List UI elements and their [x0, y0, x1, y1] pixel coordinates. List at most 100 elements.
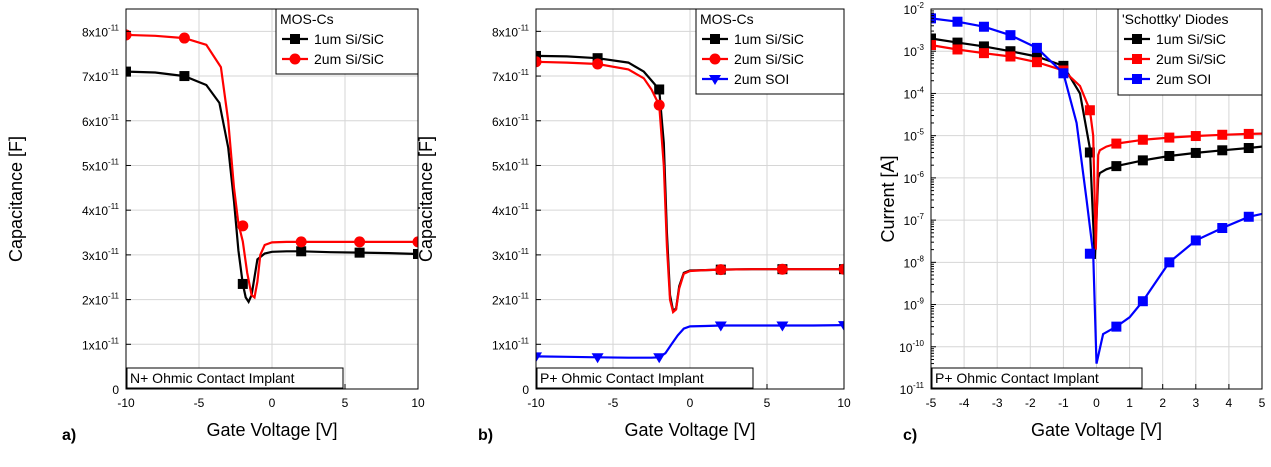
annotation-box: [536, 367, 754, 389]
data-point-marker: [1137, 296, 1148, 307]
plot-area: [536, 50, 844, 364]
data-point-marker: [838, 321, 844, 332]
x-tick-label: -10: [117, 396, 135, 410]
data-point-marker: [1243, 211, 1254, 222]
x-tick-label: 0: [1093, 396, 1100, 410]
data-point-marker: [1084, 105, 1095, 116]
legend-title: MOS-Cs: [280, 11, 334, 27]
data-point-marker: [412, 236, 418, 248]
y-tick-label: 8x10-11: [82, 23, 120, 39]
legend-label: 2um Si/SiC: [1156, 51, 1226, 67]
y-tick-label: 1x10-11: [492, 336, 530, 352]
series-line-2: [536, 60, 844, 315]
x-tick-label: 10: [411, 396, 425, 410]
data-point-marker: [592, 53, 603, 64]
y-tick-label: 10-11: [900, 381, 925, 397]
y-tick-label: 10-4: [904, 85, 925, 101]
annotation-box: [931, 367, 1143, 389]
legend-label: 2um Si/SiC: [734, 51, 804, 67]
data-point-marker: [536, 352, 542, 363]
data-point-marker: [1137, 155, 1148, 166]
data-point-marker: [1031, 51, 1042, 62]
y-tick-label: 5x10-11: [82, 157, 120, 173]
legend-label: 1um Si/SiC: [314, 31, 384, 47]
series-line-1: [126, 70, 418, 305]
legend-marker: [290, 34, 300, 44]
data-point-marker: [1005, 30, 1016, 41]
x-tick-label: 5: [1259, 396, 1266, 410]
x-tick-label: -2: [1025, 396, 1036, 410]
legend-marker: [1132, 74, 1142, 84]
data-point-marker: [1111, 161, 1122, 172]
x-tick-label: -5: [194, 396, 205, 410]
data-point-marker: [1111, 321, 1122, 332]
chart-panel-2: -10 -5 0 5 10 0 1x10-11 2x10-11 3x10-11 4x10-11 5x…: [416, 8, 851, 444]
data-point-marker: [237, 278, 248, 289]
data-point-marker: [1217, 145, 1228, 156]
legend-label: 2um Si/SiC: [314, 51, 384, 67]
data-point-marker: [237, 220, 249, 232]
x-tick-label: 10: [837, 396, 851, 410]
legend-label: 2um SOI: [1156, 71, 1211, 87]
x-axis-title: Gate Voltage [V]: [206, 420, 337, 440]
data-point-marker: [1031, 42, 1042, 53]
data-point-marker: [413, 248, 418, 259]
y-tick-label: 10-9: [904, 297, 925, 313]
panel-label: a): [62, 427, 76, 444]
data-point-marker: [1164, 132, 1175, 143]
panel-label: b): [478, 427, 493, 444]
chart-panel-1: -10 -5 0 5 10 0 1x10-11 2x10-11 3x10-11 4x10-11 5x…: [6, 8, 425, 444]
legend-label: 1um Si/SiC: [734, 31, 804, 47]
y-axis-title: Capacitance [F]: [6, 136, 26, 262]
data-point-marker: [838, 263, 844, 275]
y-tick-label: 7x10-11: [82, 68, 120, 84]
data-point-marker: [952, 44, 963, 55]
data-point-marker: [591, 353, 604, 364]
data-point-marker: [952, 16, 963, 27]
data-point-marker: [1164, 150, 1175, 161]
y-tick-label: 0: [112, 383, 119, 397]
data-point-marker: [1005, 46, 1016, 57]
panel-label: c): [903, 427, 917, 444]
x-tick-label: 5: [342, 396, 349, 410]
x-tick-label: -1: [1058, 396, 1069, 410]
data-point-marker: [1111, 138, 1122, 149]
y-tick-label: 10-8: [904, 254, 925, 270]
data-point-marker: [654, 84, 665, 95]
legend-label: 2um SOI: [734, 71, 789, 87]
data-point-marker: [126, 66, 131, 77]
y-tick-label: 0: [522, 383, 529, 397]
y-tick-label: 8x10-11: [492, 23, 530, 39]
y-tick-label: 6x10-11: [82, 113, 120, 129]
plot-area: [126, 29, 418, 305]
legend-marker: [1132, 54, 1142, 64]
x-tick-label: 2: [1159, 396, 1166, 410]
y-tick-label: 3x10-11: [492, 247, 530, 263]
data-point-marker: [931, 40, 936, 51]
data-point-marker: [1084, 248, 1095, 259]
data-point-marker: [354, 247, 365, 258]
x-tick-label: 3: [1192, 396, 1199, 410]
data-point-marker: [776, 263, 788, 275]
data-point-marker: [1190, 235, 1201, 246]
y-tick-label: 3x10-11: [82, 247, 120, 263]
annotation-text: P+ Ohmic Contact Implant: [935, 370, 1099, 386]
x-tick-label: 0: [687, 396, 694, 410]
series-line-2: [126, 33, 418, 300]
data-point-marker: [1243, 143, 1254, 154]
x-tick-label: 5: [764, 396, 771, 410]
data-point-marker: [1058, 68, 1069, 79]
y-axis-title: Capacitance [F]: [416, 136, 436, 262]
x-tick-label: 1: [1126, 396, 1133, 410]
annotation-text: P+ Ohmic Contact Implant: [540, 370, 704, 386]
data-point-marker: [536, 56, 542, 68]
data-point-marker: [1164, 257, 1175, 268]
data-point-marker: [296, 246, 307, 257]
y-tick-label: 1x10-11: [82, 336, 120, 352]
legend-title: 'Schottky' Diodes: [1122, 11, 1229, 27]
y-axis-title: Current [A]: [878, 155, 898, 242]
legend-marker: [710, 34, 720, 44]
data-point-marker: [1084, 147, 1095, 158]
y-tick-label: 10-3: [904, 43, 925, 59]
